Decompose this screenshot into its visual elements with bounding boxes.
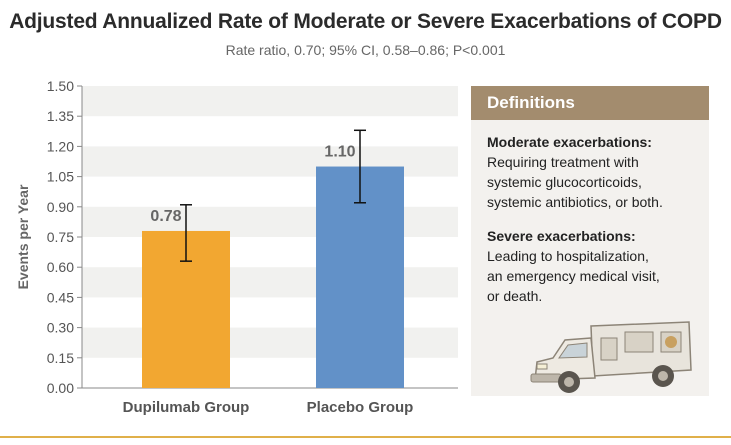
y-axis-label: Events per Year [15, 184, 31, 289]
value-label-2: 1.10 [324, 144, 355, 161]
y-tick-label: 0.30 [47, 320, 74, 336]
bar-chart: 0.00 0.15 0.30 0.45 0.60 0.75 0.90 1.05 1.20 1.35… [15, 78, 458, 416]
value-label-1: 0.78 [150, 208, 181, 225]
category-label-2: Placebo Group [307, 399, 414, 416]
ambulance-icon [530, 321, 692, 393]
y-tick-label: 1.50 [47, 78, 74, 94]
moderate-text: Requiring treatment with systemic glucoc… [487, 154, 663, 210]
y-tick-label: 1.05 [47, 169, 74, 185]
definitions-header: Definitions [471, 86, 709, 120]
severe-text: Leading to hospitalization, an emergency… [487, 248, 660, 304]
moderate-title: Moderate exacerbations: [487, 134, 652, 150]
y-tick-label: 1.20 [47, 138, 74, 154]
y-tick-label: 0.75 [47, 229, 74, 245]
y-tick-label: 0.60 [47, 259, 74, 275]
y-tick-label: 1.35 [47, 108, 74, 124]
moderate-definition: Moderate exacerbations: Requiring treatm… [487, 132, 693, 212]
y-tick-label: 0.00 [47, 380, 74, 396]
severe-definition: Severe exacerbations: Leading to hospita… [487, 226, 693, 306]
chart-subtitle: Rate ratio, 0.70; 95% CI, 0.58–0.86; P<0… [225, 42, 506, 58]
grid-band [82, 86, 458, 117]
y-tick-label: 0.15 [47, 350, 74, 366]
category-label-1: Dupilumab Group [123, 399, 250, 416]
bottom-rule [0, 436, 731, 438]
severe-title: Severe exacerbations: [487, 228, 636, 244]
y-tick-label: 0.45 [47, 289, 74, 305]
y-tick-label: 0.90 [47, 199, 74, 215]
chart-title: Adjusted Annualized Rate of Moderate or … [9, 10, 722, 33]
